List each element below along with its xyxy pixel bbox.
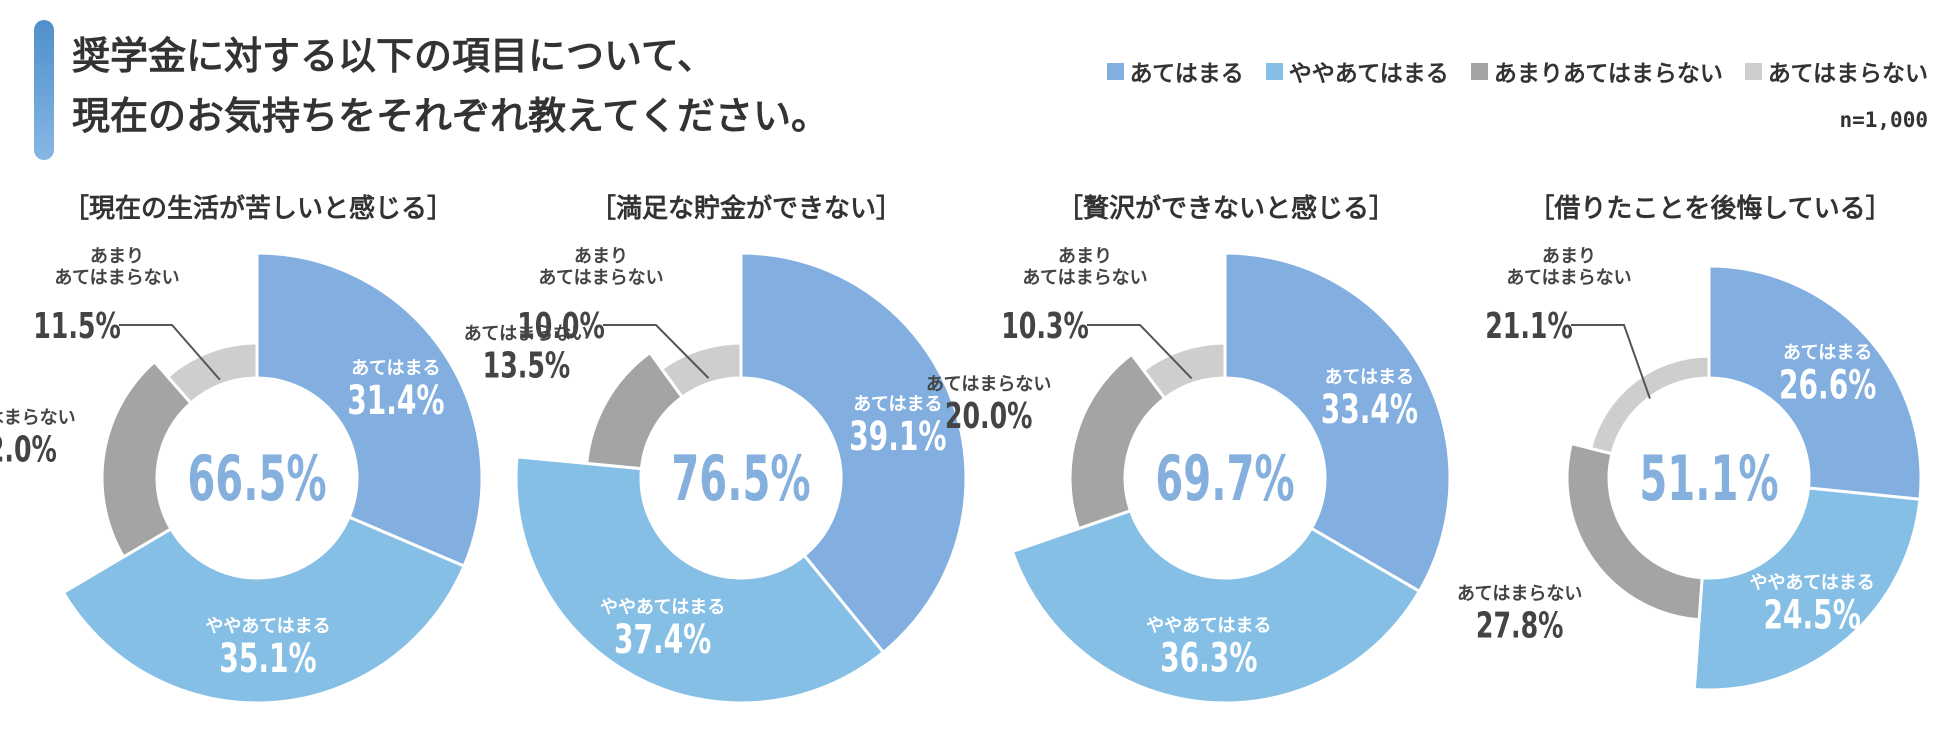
legend-swatch-0 [1106,62,1124,80]
slice-value-2-1: 36.3% [1160,636,1257,682]
sample-size: n=1,000 [1839,108,1928,132]
legend-item-3: あてはまらない [1744,54,1928,88]
legend-swatch-1 [1265,62,1283,80]
slice-3-3 [1588,354,1711,456]
chart-title-2: ［贅沢ができないと感じる］ [1056,194,1395,224]
leader-line-3 [1571,324,1654,406]
title-accent-bar [34,20,54,160]
legend-item-0: あてはまる [1106,54,1244,88]
chart-title-3: ［借りたことを後悔している］ [1528,194,1892,224]
center-value-1: 76.5% [671,443,810,515]
slice-label-2-3: あまりあてはまらない [1022,246,1147,289]
slice-value-0-1: 35.1% [219,636,316,682]
legend-swatch-2 [1470,62,1488,80]
slice-0-1 [61,515,467,705]
center-value-0: 66.5% [187,443,326,515]
slice-value-3-0: 26.6% [1779,363,1876,409]
slice-label-1-1: ややあてはまる [600,597,725,618]
slice-value-1-3: 10.0% [517,305,605,347]
slice-2-0 [1223,251,1452,594]
slice-value-1-0: 39.1% [849,414,946,460]
center-value-2: 69.7% [1155,443,1294,515]
slice-value-0-3: 11.5% [33,305,121,347]
slice-0-2 [100,359,193,559]
slice-label-0-1: ややあてはまる [205,616,330,637]
donut-hole-0 [158,379,356,577]
chart-title-1: ［満足な貯金ができない］ [589,194,902,224]
slice-3-2 [1565,441,1704,622]
slice-3-0 [1707,264,1923,501]
slice-label-2-2: あてはまらない [926,374,1051,395]
slice-label-0-2: あてはまらない [0,407,76,428]
legend-swatch-3 [1744,62,1762,80]
legend-label-3: あてはまらない [1767,61,1928,87]
legend-item-1: ややあてはまる [1265,54,1449,88]
slice-2-1 [1010,508,1422,705]
leader-line-0 [119,324,221,381]
legend-label-0: あてはまる [1129,61,1244,87]
center-value-3: 51.1% [1639,443,1778,515]
slice-0-3 [165,341,259,406]
slice-label-3-0: あてはまる [1783,343,1872,364]
page-title-line2: 現在のお気持ちをそれぞれ教えてください。 [72,94,829,138]
legend-item-2: あまりあてはまらない [1470,54,1723,88]
slice-0-0 [255,251,484,569]
slice-value-3-2: 27.8% [1476,604,1564,646]
slice-3-1 [1692,486,1922,692]
slice-label-1-0: あてはまる [853,394,942,415]
slice-value-0-2: 22.0% [0,428,57,470]
slice-value-1-2: 13.5% [483,344,571,386]
slice-value-2-2: 20.0% [945,395,1033,437]
donut-hole-2 [1126,379,1324,577]
slice-label-3-2: あてはまらない [1457,584,1582,605]
donut-hole-1 [642,379,840,577]
slice-value-2-3: 10.3% [1001,305,1089,347]
slice-1-0 [739,251,968,655]
slice-value-1-1: 37.4% [614,617,711,663]
donut-hole-3 [1610,379,1808,577]
slice-label-3-3: あまりあてはまらない [1506,246,1631,289]
legend-label-2: あまりあてはまらない [1493,61,1723,87]
slice-value-2-0: 33.4% [1321,387,1418,433]
slice-label-0-3: あまりあてはまらない [54,246,179,289]
slice-label-1-3: あまりあてはまらない [538,246,663,289]
slice-label-0-0: あてはまる [351,358,440,379]
leader-line-2 [1087,324,1193,380]
page-title: 奨学金に対する以下の項目について、 現在のお気持ちをそれぞれ教えてください。 [72,26,829,146]
page-title-line1: 奨学金に対する以下の項目について、 [72,34,715,78]
slice-1-2 [585,350,685,471]
slice-label-2-0: あてはまる [1325,367,1414,388]
leader-line-1 [603,324,710,379]
slice-label-2-1: ややあてはまる [1146,616,1271,637]
slice-value-3-3: 21.1% [1485,305,1573,347]
slice-1-1 [514,455,886,705]
slice-label-1-2: あてはまらない [464,324,589,345]
chart-title-0: ［現在の生活が苦しいと感じる］ [62,194,453,224]
slice-label-3-1: ややあてはまる [1750,572,1875,593]
slice-2-2 [1068,352,1167,531]
slice-value-3-1: 24.5% [1763,593,1860,639]
legend: あてはまる ややあてはまる あまりあてはまらない あてはまらない [1106,54,1928,88]
legend-label-1: ややあてはまる [1288,61,1449,87]
slice-value-0-0: 31.4% [347,378,444,424]
